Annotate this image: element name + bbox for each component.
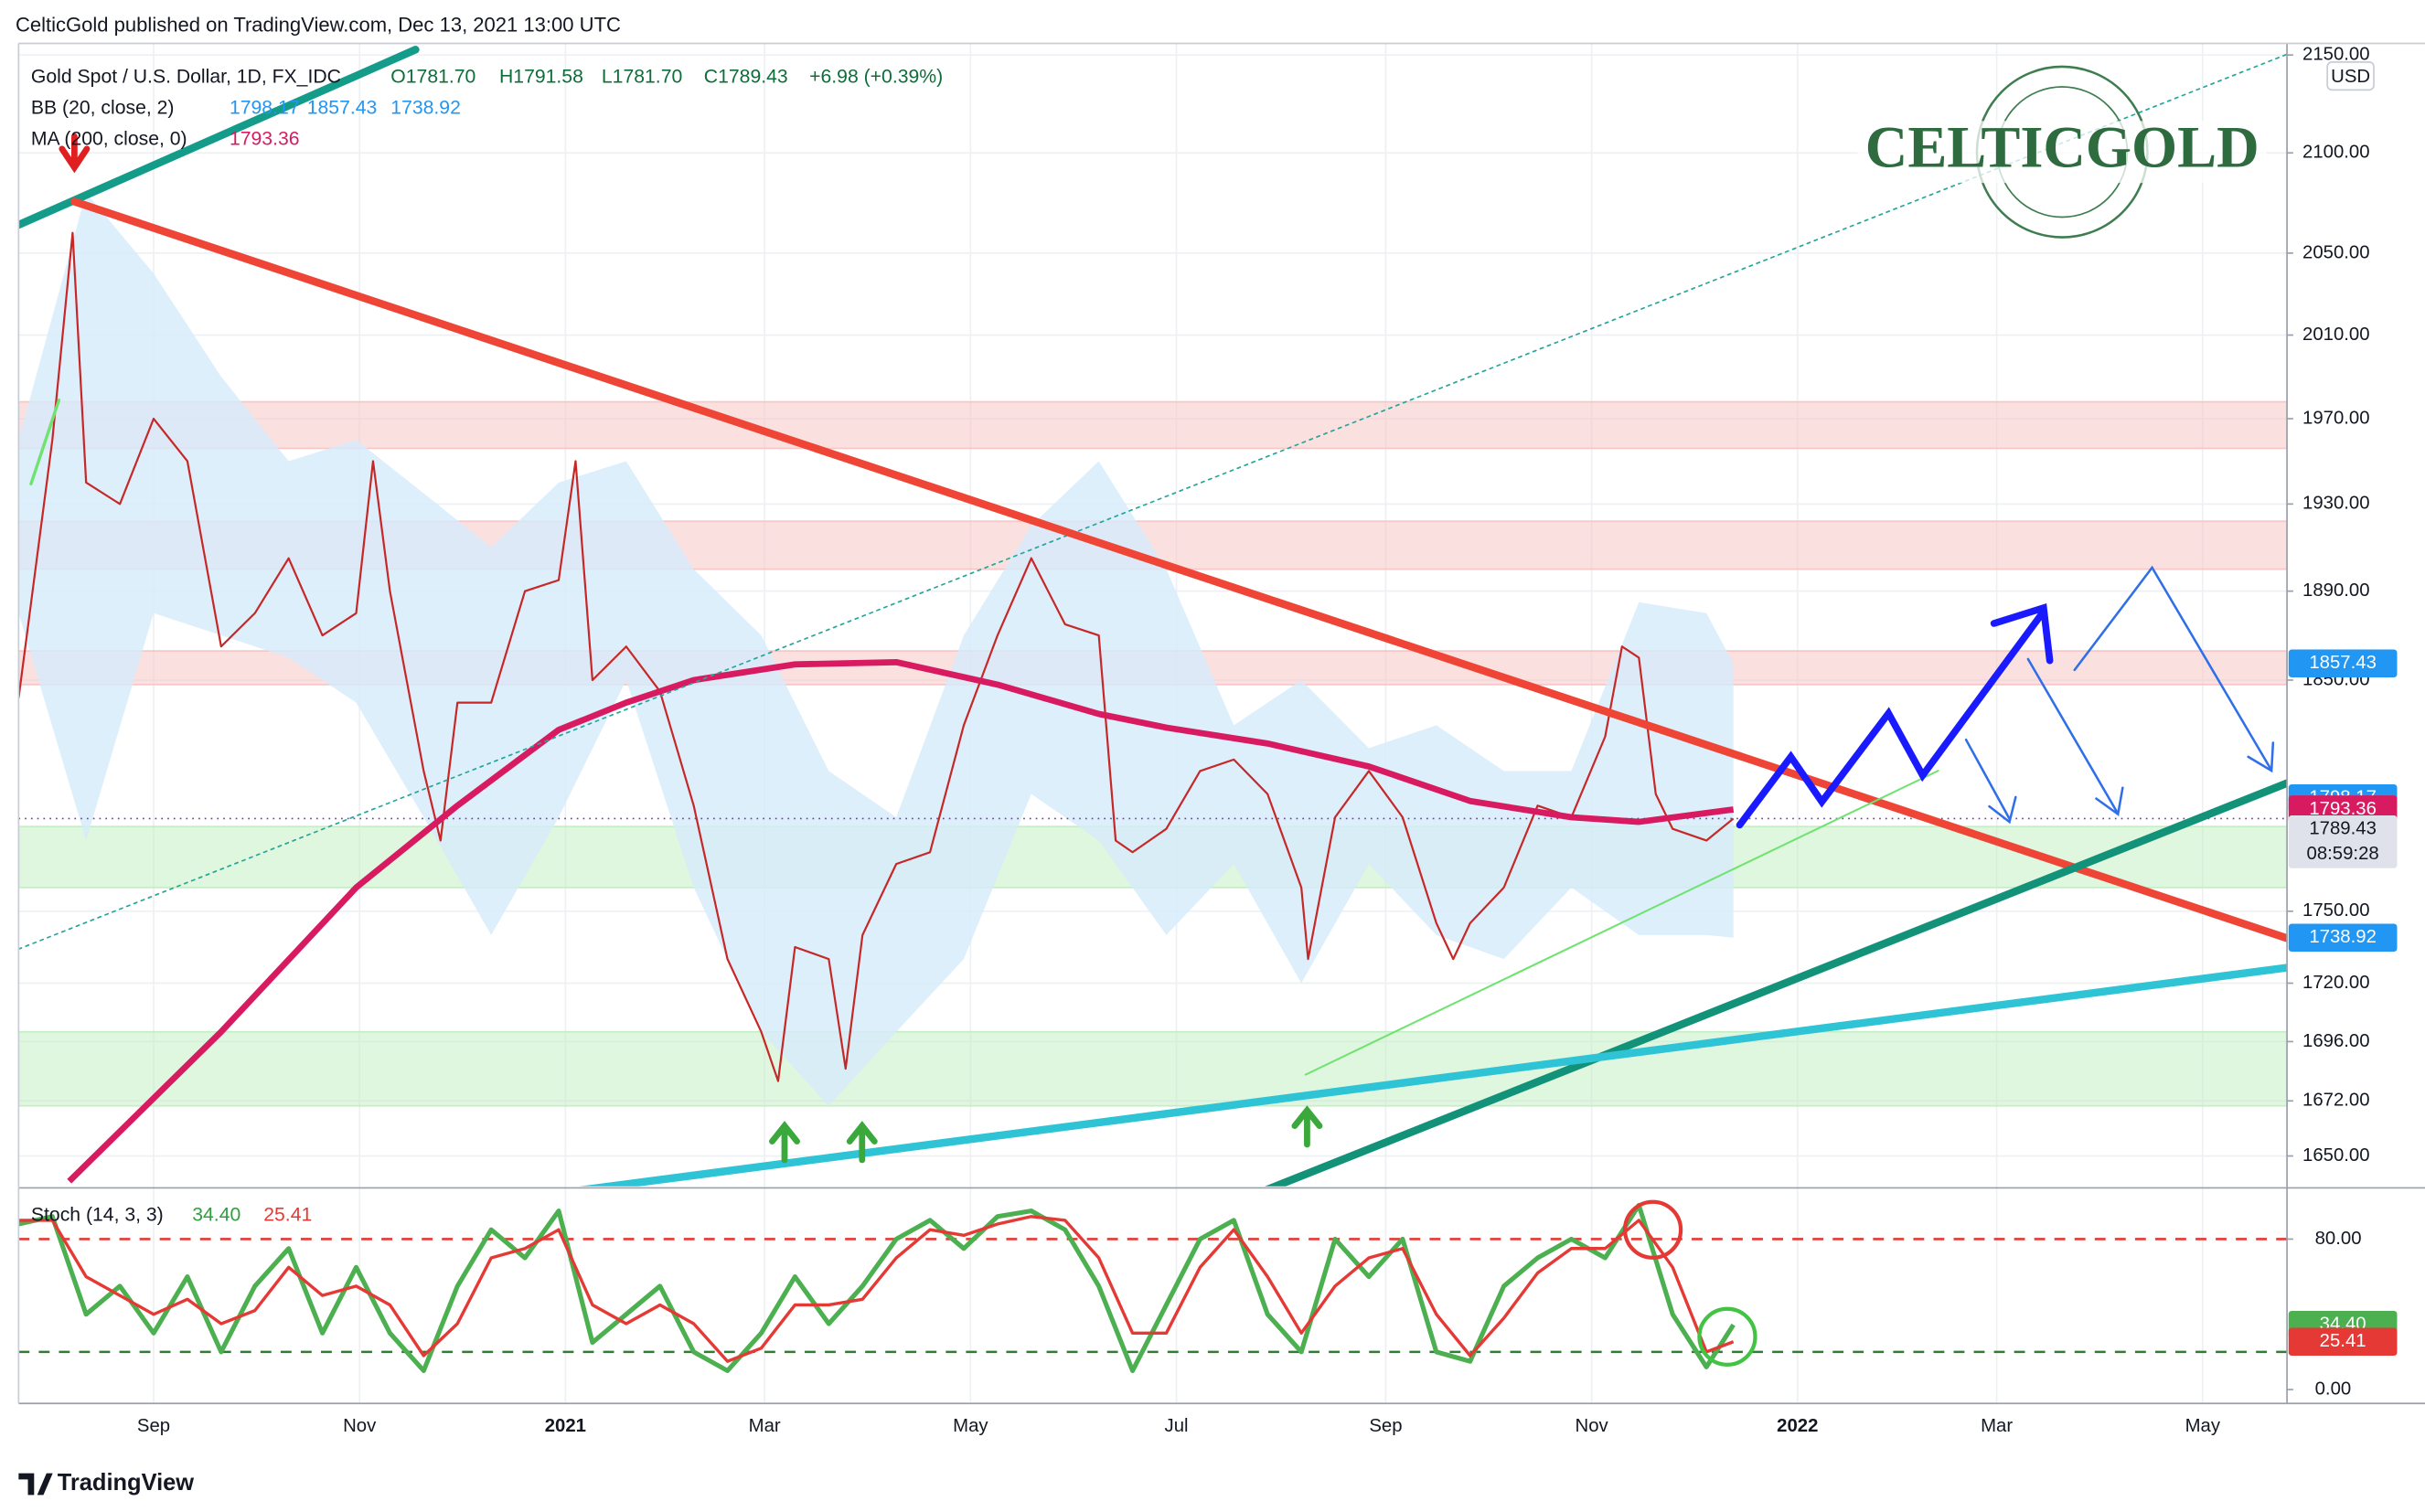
price-tag [2288, 923, 2398, 952]
logo-text: CELTICGOLD [1865, 115, 2259, 180]
y-tick-label: 2050.00 [2302, 242, 2370, 262]
legend-ma: MA (200, close, 0) [31, 128, 187, 149]
axis-unit: USD [2331, 67, 2370, 87]
legend-ohlc: H1791.58 [499, 66, 583, 87]
projection [2026, 657, 2118, 813]
price-tag [2288, 649, 2398, 678]
legend-value: 1798.17 [230, 97, 300, 118]
price-tag-label: 1738.92 [2309, 927, 2377, 947]
legend-ohlc: L1781.70 [602, 66, 682, 87]
x-tick-label: Sep [137, 1416, 170, 1436]
projection-arrow [1990, 602, 2054, 665]
unit-box[interactable] [2326, 61, 2375, 91]
y-tick-label: 2150.00 [2302, 45, 2370, 65]
legend-value: 34.40 [192, 1205, 240, 1226]
price-pane [18, 192, 2288, 1184]
drawings [18, 46, 2288, 1187]
x-tick-label: Jul [1165, 1416, 1189, 1436]
countdown: 08:59:28 [2307, 844, 2379, 864]
y-tick-label: 1650.00 [2302, 1145, 2370, 1166]
y-tick-label: 1930.00 [2302, 494, 2370, 514]
footer-brand[interactable]: TradingView [58, 1470, 195, 1496]
legend-ohlc: O1781.70 [390, 66, 475, 87]
stoch-pane [18, 1202, 2288, 1374]
series-line [18, 1215, 1735, 1363]
x-tick-label: 2022 [1777, 1416, 1818, 1436]
circle-mark [1622, 1199, 1683, 1260]
x-tick-label: May [953, 1416, 988, 1436]
y-tick-label: 0.00 [2315, 1379, 2352, 1399]
trendline [1265, 779, 2288, 1187]
x-tick-label: Nov [1576, 1416, 1609, 1436]
price-tag [2288, 1327, 2398, 1357]
projection [1964, 738, 2011, 820]
series-line [67, 658, 1735, 1184]
y-tick-label: 1750.00 [2302, 900, 2370, 921]
x-tick-label: Nov [343, 1416, 377, 1436]
x-tick-label: May [2185, 1416, 2221, 1436]
y-tick-label: 80.00 [2315, 1229, 2362, 1249]
stoch-drawings [1622, 1199, 1757, 1367]
series-line [18, 231, 1735, 1082]
legend-value: 1793.36 [230, 128, 300, 149]
axes: Sep Nov 2021 Mar May Jul Sep Nov 2022 Mar May 2150.… [137, 45, 2398, 1436]
legend-stoch: Stoch (14, 3, 3) [31, 1205, 164, 1226]
y-tick-label: 1672.00 [2302, 1091, 2370, 1111]
bb-fill [18, 192, 1734, 1106]
y-tick-label: 1970.00 [2302, 408, 2370, 428]
price-tag [2288, 815, 2398, 868]
y-tick-label: 2100.00 [2302, 143, 2370, 163]
legend-change: +6.98 (+0.39%) [809, 66, 943, 87]
up-arrow [1291, 1105, 1323, 1148]
trendline [1304, 770, 1939, 1076]
zone [18, 400, 2288, 450]
price-tag-label: 1857.43 [2309, 653, 2377, 673]
price-tag-label: 25.41 [2320, 1331, 2366, 1351]
projection-arrow [2247, 741, 2275, 773]
up-arrow [846, 1121, 878, 1164]
price-tag-label: 1789.43 [2309, 819, 2377, 839]
up-arrow [769, 1121, 800, 1164]
series-line [18, 1202, 1736, 1374]
x-tick-label: Mar [749, 1416, 781, 1436]
brand-icon [18, 1473, 53, 1496]
projection [1736, 612, 2045, 829]
trendline [29, 398, 61, 485]
header: CelticGold published on TradingView.com,… [16, 14, 621, 37]
projection [2073, 565, 2271, 769]
legend-value: 1857.43 [307, 97, 378, 118]
price-tag-label: 1793.36 [2309, 799, 2377, 819]
projection-arrow [1988, 795, 2017, 825]
down-arrow [59, 133, 91, 174]
trendline [18, 46, 420, 229]
y-tick-label: 2010.00 [2302, 325, 2370, 345]
y-tick-label: 1890.00 [2302, 580, 2370, 601]
legend-ohlc: C1789.43 [704, 66, 788, 87]
zone [18, 1030, 2288, 1107]
logo: CELTICGOLD [1857, 65, 2268, 239]
legend-bb: BB (20, close, 2) [31, 97, 175, 118]
legend-value: 1738.92 [390, 97, 461, 118]
x-tick-label: Mar [1981, 1416, 2013, 1436]
legend-symbol: Gold Spot / U.S. Dollar, 1D, FX_IDC [31, 66, 341, 87]
trendline [70, 197, 2288, 942]
x-tick-label: Sep [1369, 1416, 1402, 1436]
legend-value: 25.41 [263, 1205, 312, 1226]
y-tick-label: 1696.00 [2302, 1031, 2370, 1051]
y-tick-label: 1720.00 [2302, 973, 2370, 993]
logo-plate [1857, 121, 2268, 184]
trendline [18, 53, 2288, 951]
circle-mark [1697, 1306, 1757, 1367]
x-tick-label: 2021 [545, 1416, 586, 1436]
projection-arrow [2095, 786, 2124, 816]
